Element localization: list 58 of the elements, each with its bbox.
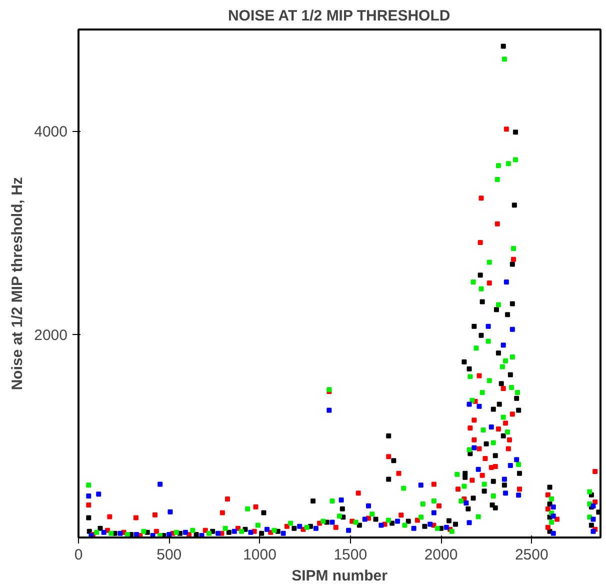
- point: [280, 530, 286, 536]
- point: [516, 492, 522, 498]
- point: [500, 342, 506, 348]
- point: [248, 530, 254, 535]
- point: [502, 476, 507, 482]
- point: [297, 524, 302, 529]
- point: [362, 516, 368, 522]
- point: [510, 326, 515, 332]
- point: [118, 530, 123, 536]
- point: [338, 498, 344, 503]
- y-tick-label: 4000: [34, 124, 68, 141]
- point: [428, 522, 433, 527]
- x-tick-label: 1000: [243, 546, 276, 564]
- x-tick-label: 500: [156, 546, 182, 564]
- point: [86, 494, 92, 499]
- point: [182, 530, 188, 535]
- point: [476, 466, 481, 472]
- point: [395, 518, 400, 524]
- y-axis-title: Noise at 1/2 MIP threshold, Hz: [9, 177, 26, 390]
- point: [503, 490, 508, 496]
- point: [466, 520, 472, 526]
- point: [346, 528, 352, 533]
- point: [550, 514, 556, 519]
- point: [326, 408, 332, 413]
- point: [464, 500, 469, 506]
- point: [514, 457, 520, 462]
- point: [488, 424, 494, 430]
- point: [168, 509, 173, 514]
- point: [418, 482, 424, 488]
- point: [366, 503, 371, 508]
- point: [550, 530, 556, 536]
- point: [431, 510, 436, 516]
- chart-title: NOISE AT 1/2 MIP THRESHOLD: [228, 8, 450, 24]
- point: [378, 522, 384, 528]
- point: [550, 504, 556, 510]
- point: [466, 402, 472, 407]
- point: [264, 526, 270, 532]
- point: [476, 404, 482, 409]
- point: [411, 526, 416, 531]
- point: [508, 462, 513, 468]
- point: [232, 528, 237, 534]
- point: [216, 530, 221, 536]
- point: [486, 324, 491, 329]
- point: [313, 526, 318, 531]
- point: [134, 532, 139, 537]
- point: [96, 492, 102, 497]
- x-tick-label: 0: [74, 546, 83, 564]
- point: [158, 482, 163, 487]
- point: [101, 530, 106, 535]
- x-tick-label: 2500: [514, 546, 548, 564]
- point: [330, 520, 335, 525]
- x-axis-title: SIPM number: [292, 568, 388, 584]
- point: [590, 516, 596, 522]
- point: [444, 524, 449, 530]
- x-tick-label: 1500: [334, 546, 368, 564]
- point: [504, 279, 509, 284]
- x-tick-label: 2000: [424, 546, 458, 564]
- point: [472, 445, 477, 450]
